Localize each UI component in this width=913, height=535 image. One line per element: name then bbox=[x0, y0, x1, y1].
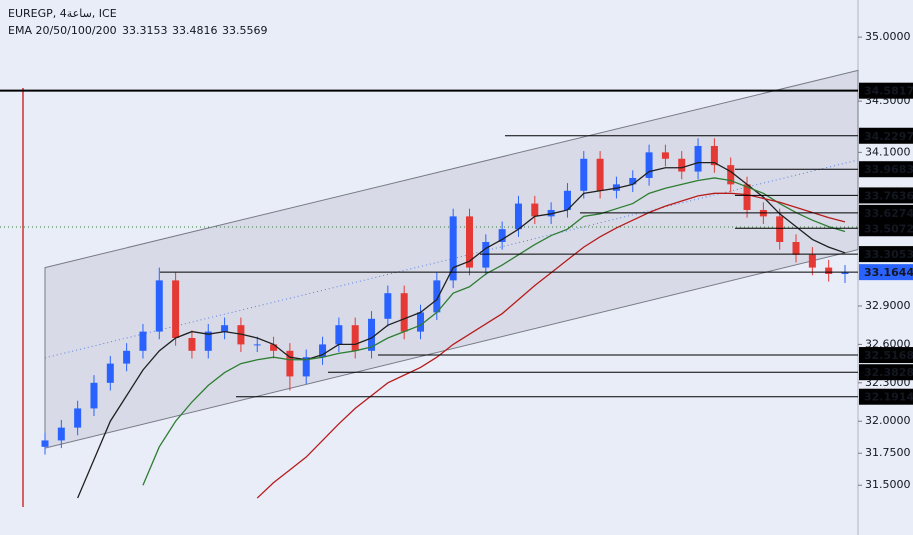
level-box bbox=[859, 220, 913, 237]
chart-title: EUREGP, 4ساعة, ICE bbox=[8, 7, 117, 20]
candle-body bbox=[710, 145, 718, 166]
y-tick-label: 32.9000 bbox=[865, 299, 911, 312]
level-box bbox=[859, 347, 913, 364]
candle-body bbox=[106, 363, 114, 383]
level-label: 32.3828 bbox=[864, 366, 913, 379]
ema-line bbox=[256, 192, 846, 499]
y-tick-label: 35.0000 bbox=[865, 30, 911, 43]
candle-body bbox=[400, 293, 408, 332]
candle-body bbox=[482, 241, 490, 268]
candle-body bbox=[335, 325, 343, 345]
level-box bbox=[859, 187, 913, 204]
y-tick-label: 31.7500 bbox=[865, 446, 911, 459]
candle-body bbox=[139, 331, 147, 351]
level-box bbox=[859, 161, 913, 178]
candle-body bbox=[776, 216, 784, 242]
candle-body bbox=[792, 241, 800, 255]
candle-body bbox=[498, 229, 506, 242]
candle-body bbox=[368, 318, 376, 351]
candle-body bbox=[596, 158, 604, 191]
candle-body bbox=[808, 254, 816, 268]
candle-body bbox=[123, 350, 131, 364]
candle-body bbox=[155, 280, 163, 332]
candle-body bbox=[319, 344, 327, 358]
candle-body bbox=[433, 280, 441, 313]
candle-body bbox=[286, 350, 294, 377]
candle-body bbox=[645, 152, 653, 178]
candle-body bbox=[188, 338, 196, 351]
level-label: 33.7636 bbox=[864, 189, 913, 202]
candle-body bbox=[449, 216, 457, 281]
candle-body bbox=[253, 344, 261, 346]
y-tick-label: 34.1000 bbox=[865, 145, 911, 158]
candle-body bbox=[221, 325, 229, 332]
level-label: 33.3053 bbox=[864, 248, 913, 261]
candle-body bbox=[531, 203, 539, 217]
level-label: 34.2297 bbox=[864, 130, 913, 143]
candle-body bbox=[41, 440, 49, 447]
y-tick-label: 32.0000 bbox=[865, 414, 911, 427]
candle-body bbox=[384, 293, 392, 319]
level-label: 32.1914 bbox=[864, 391, 913, 404]
candle-body bbox=[841, 272, 849, 274]
candle-body bbox=[172, 280, 180, 338]
candle-body bbox=[727, 165, 735, 185]
candle-body bbox=[302, 357, 310, 377]
candle-body bbox=[270, 344, 278, 351]
level-label: 33.5072 bbox=[864, 222, 913, 235]
ema-line bbox=[142, 177, 846, 486]
level-label: 33.1644 bbox=[864, 266, 913, 279]
candle-body bbox=[629, 177, 637, 185]
legend-value: 33.5569 bbox=[222, 24, 268, 37]
level-box bbox=[859, 204, 913, 221]
candle-body bbox=[74, 408, 82, 428]
ema-line bbox=[77, 161, 846, 499]
candle-body bbox=[351, 325, 359, 351]
candle-body bbox=[743, 184, 751, 210]
candle-body bbox=[514, 203, 522, 230]
candle-body bbox=[825, 267, 833, 274]
level-box bbox=[859, 127, 913, 144]
level-box bbox=[859, 264, 913, 281]
candle-body bbox=[694, 145, 702, 172]
candle-body bbox=[417, 312, 425, 332]
candle-body bbox=[678, 158, 686, 172]
candle-body bbox=[580, 158, 588, 191]
legend-value: 33.4816 bbox=[172, 24, 218, 37]
plot bbox=[41, 69, 859, 499]
candle-body bbox=[90, 382, 98, 409]
indicator-name: EMA 20/50/100/200 bbox=[8, 24, 117, 37]
candle-body bbox=[465, 216, 473, 268]
level-label: 34.5817 bbox=[864, 85, 913, 98]
level-box bbox=[859, 388, 913, 405]
y-tick-label: 31.5000 bbox=[865, 478, 911, 491]
candle-body bbox=[661, 152, 669, 159]
candle-body bbox=[204, 331, 212, 351]
level-label: 32.5168 bbox=[864, 349, 913, 362]
level-label: 33.6274 bbox=[864, 207, 913, 220]
legend-value: 33.3153 bbox=[122, 24, 168, 37]
level-box bbox=[859, 246, 913, 263]
level-label: 33.9683 bbox=[864, 163, 913, 176]
candle-body bbox=[57, 427, 65, 441]
level-box bbox=[859, 82, 913, 99]
level-box bbox=[859, 364, 913, 381]
candle-body bbox=[563, 190, 571, 210]
